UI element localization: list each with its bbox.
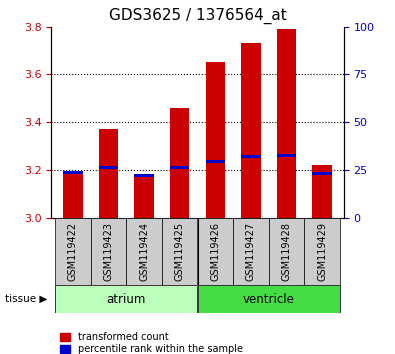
Text: GSM119426: GSM119426 [210, 222, 220, 281]
Text: GSM119429: GSM119429 [317, 222, 327, 281]
Bar [126, 218, 162, 285]
Bar [233, 218, 269, 285]
Bar [305, 218, 340, 285]
Bar [63, 172, 83, 218]
Bar [99, 129, 118, 218]
Bar [205, 62, 225, 218]
Bar [198, 218, 233, 285]
Legend: transformed count, percentile rank within the sample: transformed count, percentile rank withi… [60, 332, 243, 354]
Text: atrium: atrium [107, 293, 146, 306]
Text: GSM119424: GSM119424 [139, 222, 149, 281]
Bar [99, 166, 118, 169]
Text: GSM119423: GSM119423 [103, 222, 113, 281]
Text: tissue ▶: tissue ▶ [5, 294, 47, 304]
Bar [63, 171, 83, 174]
Bar [205, 160, 225, 163]
Text: GSM119427: GSM119427 [246, 222, 256, 281]
Bar [55, 218, 90, 285]
Bar [312, 172, 332, 175]
Bar [277, 154, 296, 157]
Bar [55, 285, 198, 313]
Text: GSM119428: GSM119428 [282, 222, 292, 281]
Bar [170, 108, 190, 218]
Bar [198, 285, 340, 313]
Bar [312, 165, 332, 218]
Bar [269, 218, 305, 285]
Bar [170, 166, 190, 169]
Bar [241, 43, 261, 218]
Text: GSM119422: GSM119422 [68, 222, 78, 281]
Text: GSM119425: GSM119425 [175, 222, 185, 281]
Bar [277, 29, 296, 218]
Bar [162, 218, 198, 285]
Bar [134, 175, 154, 177]
Bar [90, 218, 126, 285]
Text: ventricle: ventricle [243, 293, 295, 306]
Title: GDS3625 / 1376564_at: GDS3625 / 1376564_at [109, 7, 286, 24]
Bar [241, 155, 261, 158]
Bar [134, 175, 154, 218]
